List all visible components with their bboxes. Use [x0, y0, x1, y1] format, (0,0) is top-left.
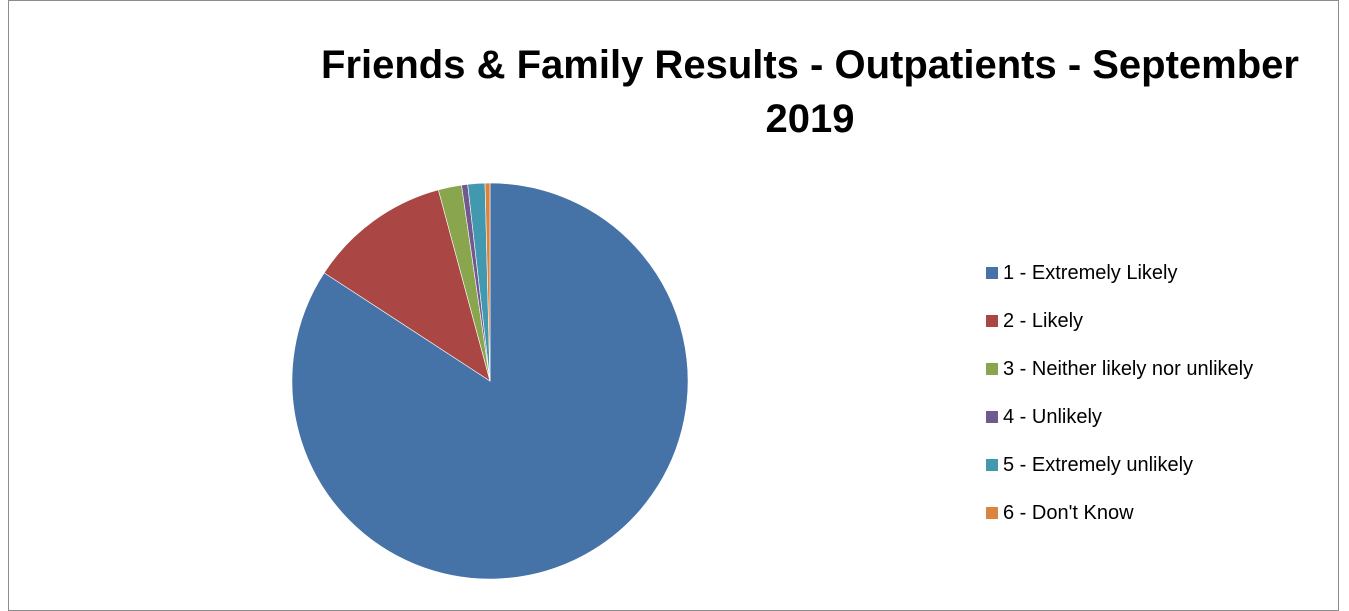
legend-label-6: 6 - Don't Know — [1003, 501, 1134, 524]
legend-swatch-1 — [986, 267, 998, 279]
legend-swatch-6 — [986, 507, 998, 519]
legend-item-2: 2 - Likely — [986, 297, 1253, 345]
pie-slice-2 — [323, 189, 491, 382]
legend-label-4: 4 - Unlikely — [1003, 405, 1102, 428]
legend-item-3: 3 - Neither likely nor unlikely — [986, 345, 1253, 393]
legend-item-4: 4 - Unlikely — [986, 393, 1253, 441]
legend-label-2: 2 - Likely — [1003, 309, 1084, 332]
chart-legend: 1 - Extremely Likely 2 - Likely 3 - Neithe… — [986, 249, 1253, 537]
chart-frame — [8, 0, 1339, 611]
legend-label-1: 1 - Extremely Likely — [1003, 261, 1178, 284]
legend-item-6: 6 - Don't Know — [986, 489, 1253, 537]
legend-swatch-3 — [986, 363, 998, 375]
chart-title: Friends & Family Results - Outpatients -… — [260, 38, 1349, 146]
legend-item-1: 1 - Extremely Likely — [986, 249, 1253, 297]
legend-label-5: 5 - Extremely unlikely — [1003, 453, 1194, 476]
legend-swatch-4 — [986, 411, 998, 423]
legend-item-5: 5 - Extremely unlikely — [986, 441, 1253, 489]
pie-slice-1 — [291, 182, 689, 580]
legend-swatch-2 — [986, 315, 998, 327]
pie-slice-6 — [484, 182, 491, 382]
legend-label-3: 3 - Neither likely nor unlikely — [1003, 357, 1254, 380]
chart-title-line-2: 2019 — [765, 97, 855, 141]
chart-title-line-1: Friends & Family Results - Outpatients -… — [321, 43, 1299, 87]
legend-swatch-5 — [986, 459, 998, 471]
